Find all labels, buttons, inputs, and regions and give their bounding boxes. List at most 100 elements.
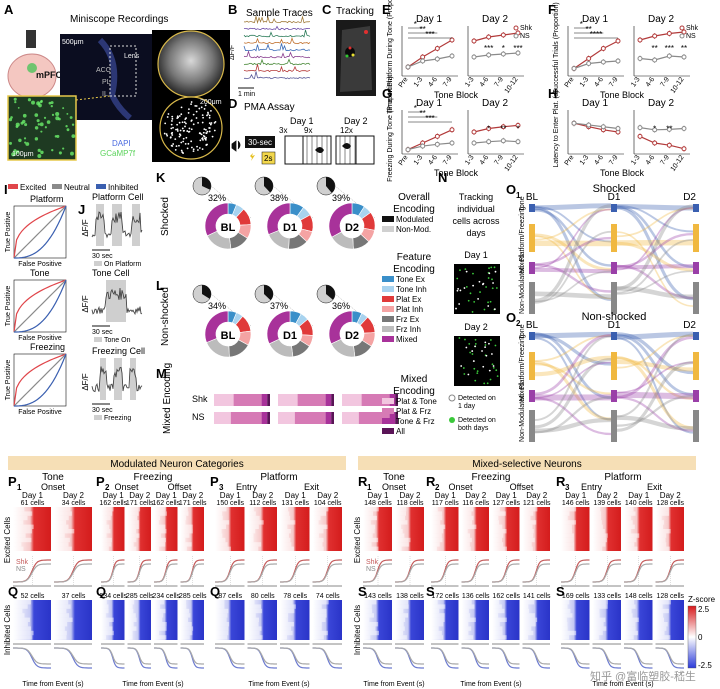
sankey-flow — [616, 356, 694, 430]
heatmap-row-shade — [492, 515, 499, 521]
fov-cell — [187, 112, 190, 114]
fov-cell — [202, 116, 205, 119]
heatmap-cell-count: 104 cells — [314, 500, 342, 507]
heatmap-row-shade — [461, 635, 474, 640]
heatmap-row-shade — [492, 604, 502, 609]
gcamp-cell — [34, 126, 39, 130]
ns-series-line — [407, 142, 453, 151]
sankey-flow — [616, 206, 694, 301]
day2-title: Day 2 — [648, 98, 675, 109]
shk-trace — [624, 559, 653, 583]
heatmap-row-shade — [180, 511, 189, 516]
mixed-bar-segment — [358, 412, 390, 424]
heatmap-row-shade — [280, 520, 296, 525]
legend-ns: NS — [686, 33, 696, 40]
mixed-item: Tone & Frz — [396, 417, 435, 426]
shk-point — [652, 33, 658, 39]
scale-right-label: 200μm — [200, 99, 222, 106]
ns-legend: NS — [16, 566, 26, 573]
tracked-cell — [492, 282, 494, 284]
legend-swatch — [8, 184, 18, 189]
tracked-cell — [465, 346, 468, 349]
heatmap-row-shade — [13, 537, 32, 543]
donut-slice — [204, 202, 229, 237]
fov-cell — [182, 152, 184, 154]
roc-subtitle: Platform — [30, 194, 64, 204]
sankey-label: Tone — [519, 196, 526, 211]
fov-cell — [213, 121, 216, 124]
heatmap-day: Day 1 — [496, 491, 517, 500]
shk-trace — [461, 647, 489, 669]
fov-cell — [201, 114, 204, 117]
inhibited-cell-count: 80 cells — [251, 593, 275, 600]
mixed-bar-segment — [267, 412, 270, 424]
shk-trace — [461, 559, 489, 583]
fov-cell — [185, 117, 187, 119]
example-cell-title: Platform Cell — [92, 192, 144, 202]
heatmap-row-shade — [312, 537, 324, 543]
heatmap-title: Freezing — [472, 472, 511, 483]
heatmap-row-shade — [431, 630, 442, 636]
sig-marker: *** — [665, 44, 674, 53]
sankey-flow — [616, 359, 694, 372]
donut-day-label: D2 — [345, 330, 359, 342]
ns-trace — [54, 563, 92, 583]
heatmap-row-shade — [592, 520, 602, 525]
heatmap-row-shade — [363, 524, 376, 529]
mixed-bar-segment — [331, 394, 334, 406]
heatmap-row-shade — [312, 635, 324, 640]
example-scale-label: 30 sec — [92, 329, 113, 336]
fov-cell — [210, 122, 213, 124]
fov-cell — [209, 123, 212, 126]
heatmap-day: Day 2 — [526, 491, 547, 500]
heatmap-row-shade — [127, 617, 137, 622]
heatmap-row-shade — [127, 635, 133, 640]
event-shading — [106, 280, 126, 322]
ns-trace — [363, 563, 392, 583]
inhibited-cell-count: 37 cells — [62, 593, 86, 600]
heatmap-row-shade — [395, 515, 406, 521]
shk-trace — [592, 647, 621, 669]
ns-trace — [180, 563, 204, 583]
heatmap-row-shade — [624, 542, 635, 547]
heatmap-row-shade — [431, 608, 440, 614]
tracked-cell — [493, 308, 496, 311]
heatmap-row-shade — [54, 515, 69, 521]
heatmap-letter: R — [358, 474, 368, 489]
zoom-line — [75, 95, 111, 101]
ns-point — [420, 58, 426, 64]
heatmap-day: Day 1 — [285, 491, 306, 500]
sankey-node — [529, 224, 535, 252]
roc-ylabel: True Positive — [5, 286, 12, 327]
roc-axes — [13, 279, 67, 333]
sankey-flow — [534, 335, 612, 421]
heatmap-row-shade — [247, 529, 256, 534]
heatmap-row-shade — [13, 546, 24, 551]
shk-trace — [215, 559, 245, 583]
shk-trace — [312, 559, 342, 583]
sig-marker: * — [502, 44, 505, 53]
tracked-cell — [456, 277, 459, 280]
tracked-cell — [478, 280, 481, 283]
heatmap-row-shade — [522, 626, 532, 631]
sankey-flow — [534, 360, 612, 421]
ns-trace — [624, 563, 653, 583]
sankey-flow — [534, 397, 612, 436]
fov-cell — [207, 113, 210, 115]
inhibited-cell-count: 74 cells — [316, 593, 340, 600]
heatmap-row-shade — [592, 529, 605, 534]
roc-xlabel: False Positive — [18, 409, 62, 416]
heatmap-day: Day 2 — [129, 491, 150, 500]
example-trace — [91, 211, 143, 239]
tick-label: Pre — [398, 76, 410, 89]
sankey-flow — [616, 356, 694, 400]
tracking-title-1: Tracking — [459, 192, 493, 202]
tracked-cell — [487, 305, 490, 307]
ns-trace — [363, 647, 392, 665]
panel-c-title: Tracking — [336, 6, 374, 17]
heatmap-row-shade — [655, 537, 666, 543]
fov-cell — [180, 141, 183, 144]
fov-cell — [188, 127, 191, 130]
ns-trace — [180, 647, 204, 665]
